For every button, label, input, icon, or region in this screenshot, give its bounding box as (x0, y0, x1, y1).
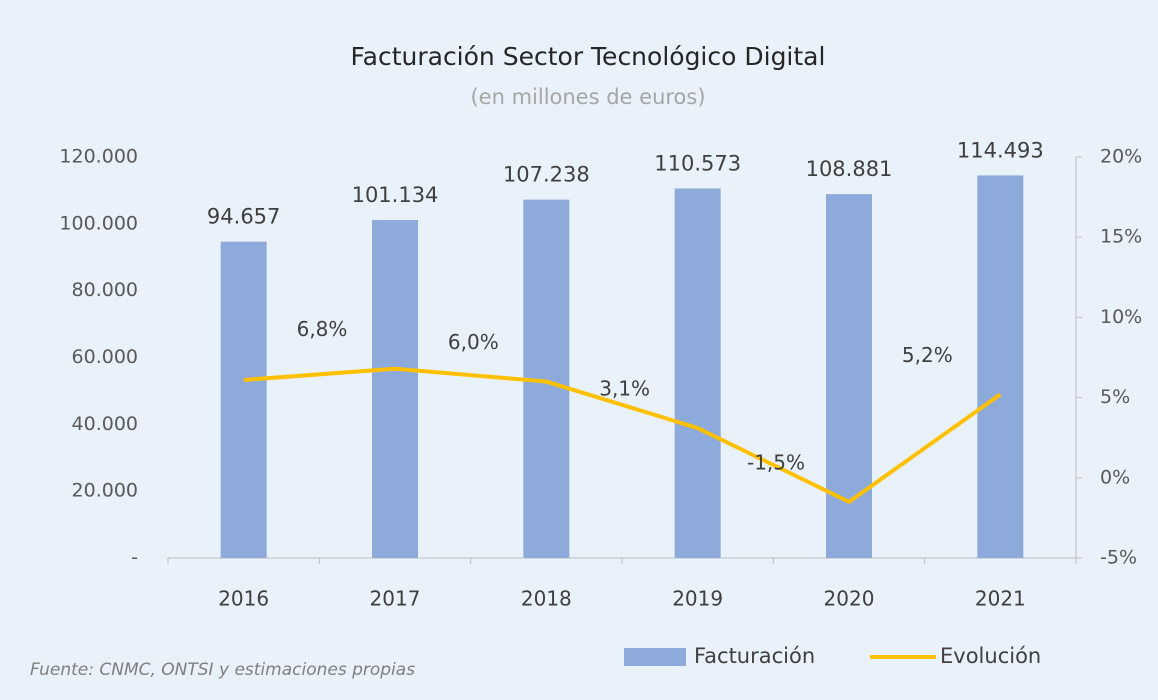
bar-value-label: 114.493 (957, 138, 1044, 162)
bar (826, 194, 872, 558)
line (243, 366, 1002, 504)
source-note: Fuente: CNMC, ONTSI y estimaciones propi… (30, 660, 415, 680)
bar-value-label: 101.134 (352, 183, 439, 207)
legend-label: Evolución (940, 644, 1041, 668)
bar (674, 188, 721, 558)
bar (372, 220, 418, 558)
line-value-label: 5,2% (902, 343, 953, 367)
y-tick-label: 20.000 (72, 480, 138, 502)
bar-value-label: 107.238 (503, 163, 590, 187)
legend-label: Facturación (694, 644, 815, 668)
x-tick-label: 2019 (672, 587, 723, 611)
bar-value-label: 110.573 (654, 152, 741, 176)
x-tick-label: 2017 (370, 587, 421, 611)
y-tick-label: 120.000 (59, 146, 138, 168)
chart-title: Facturación Sector Tecnológico Digital (351, 42, 826, 71)
y2-tick-label: 5% (1100, 386, 1130, 408)
line-value-label: 6,0% (448, 330, 499, 354)
bar (220, 241, 267, 558)
x-tick-label: 2018 (521, 587, 572, 611)
x-tick-label: 2020 (824, 587, 875, 611)
line-value-label: 3,1% (599, 377, 650, 401)
chart-subtitle: (en millones de euros) (470, 85, 705, 109)
line-value-label: -1,5% (747, 450, 805, 474)
y2-tick-label: 0% (1100, 466, 1130, 488)
y-tick-label: 80.000 (72, 279, 138, 301)
bar (977, 175, 1024, 558)
y2-tick-label: 15% (1100, 226, 1142, 248)
x-tick-label: 2021 (975, 587, 1026, 611)
y2-tick-label: 20% (1100, 146, 1142, 168)
line-value-label: 6,8% (297, 317, 348, 341)
y-tick-label: 40.000 (72, 413, 138, 435)
legend-swatch (624, 648, 686, 666)
y-tick-label: 60.000 (72, 346, 138, 368)
y2-tick-label: -5% (1100, 547, 1137, 569)
y2-tick-label: 10% (1100, 306, 1142, 328)
bar-value-label: 108.881 (806, 157, 893, 181)
y-tick-label: - (131, 547, 138, 569)
x-tick-label: 2016 (218, 587, 269, 611)
bar-value-label: 94.657 (207, 205, 280, 229)
y-tick-label: 100.000 (59, 212, 138, 234)
